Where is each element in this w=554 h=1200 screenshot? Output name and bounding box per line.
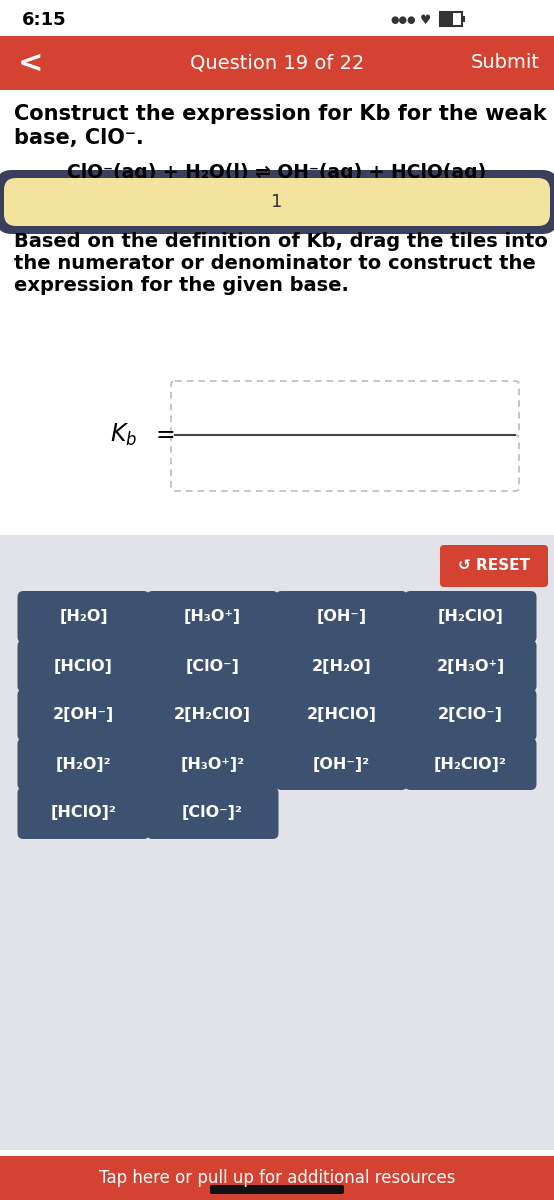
FancyBboxPatch shape bbox=[146, 787, 279, 839]
Text: [H₂ClO]: [H₂ClO] bbox=[438, 610, 504, 624]
FancyBboxPatch shape bbox=[440, 545, 548, 587]
FancyBboxPatch shape bbox=[146, 590, 279, 643]
Text: ClO⁻(aq) + H₂O(l) ⇌ OH⁻(aq) + HClO(aq): ClO⁻(aq) + H₂O(l) ⇌ OH⁻(aq) + HClO(aq) bbox=[68, 163, 486, 182]
Text: ♥: ♥ bbox=[420, 13, 431, 26]
FancyBboxPatch shape bbox=[275, 590, 408, 643]
Text: the numerator or denominator to construct the: the numerator or denominator to construc… bbox=[14, 254, 536, 272]
Text: [H₂ClO]²: [H₂ClO]² bbox=[434, 756, 507, 772]
FancyBboxPatch shape bbox=[146, 689, 279, 740]
Text: [H₂O]: [H₂O] bbox=[59, 610, 108, 624]
Text: 2[ClO⁻]: 2[ClO⁻] bbox=[438, 708, 503, 722]
Text: base, ClO⁻.: base, ClO⁻. bbox=[14, 128, 143, 148]
FancyBboxPatch shape bbox=[0, 36, 554, 90]
Text: [OH⁻]: [OH⁻] bbox=[316, 610, 367, 624]
FancyBboxPatch shape bbox=[210, 1186, 344, 1194]
FancyBboxPatch shape bbox=[171, 382, 519, 437]
FancyBboxPatch shape bbox=[18, 787, 150, 839]
FancyBboxPatch shape bbox=[18, 590, 150, 643]
Text: Based on the definition of Kb, drag the tiles into: Based on the definition of Kb, drag the … bbox=[14, 232, 548, 251]
FancyBboxPatch shape bbox=[171, 434, 519, 491]
FancyBboxPatch shape bbox=[4, 178, 550, 226]
Text: [OH⁻]²: [OH⁻]² bbox=[313, 756, 370, 772]
FancyBboxPatch shape bbox=[441, 13, 453, 25]
Text: [HClO]: [HClO] bbox=[54, 659, 113, 673]
FancyBboxPatch shape bbox=[0, 535, 554, 1150]
FancyBboxPatch shape bbox=[0, 170, 554, 234]
FancyBboxPatch shape bbox=[146, 738, 279, 790]
Text: [HClO]²: [HClO]² bbox=[50, 805, 116, 821]
Text: <: < bbox=[18, 48, 44, 78]
Text: 2[HClO]: 2[HClO] bbox=[306, 708, 377, 722]
FancyBboxPatch shape bbox=[404, 738, 536, 790]
Text: 2[H₂O]: 2[H₂O] bbox=[311, 659, 371, 673]
FancyBboxPatch shape bbox=[275, 738, 408, 790]
Text: [ClO⁻]²: [ClO⁻]² bbox=[182, 805, 243, 821]
FancyBboxPatch shape bbox=[18, 689, 150, 740]
Text: 2[OH⁻]: 2[OH⁻] bbox=[53, 708, 114, 722]
Text: [H₃O⁺]: [H₃O⁺] bbox=[184, 610, 241, 624]
Text: ●●●: ●●● bbox=[390, 14, 416, 25]
Text: Construct the expression for Kb for the weak: Construct the expression for Kb for the … bbox=[14, 104, 547, 124]
FancyBboxPatch shape bbox=[275, 640, 408, 692]
Text: [H₃O⁺]²: [H₃O⁺]² bbox=[181, 756, 244, 772]
FancyBboxPatch shape bbox=[0, 1156, 554, 1200]
Text: 2[H₂ClO]: 2[H₂ClO] bbox=[174, 708, 251, 722]
FancyBboxPatch shape bbox=[462, 16, 465, 22]
FancyBboxPatch shape bbox=[146, 640, 279, 692]
Text: ↺ RESET: ↺ RESET bbox=[458, 558, 530, 574]
Text: Tap here or pull up for additional resources: Tap here or pull up for additional resou… bbox=[99, 1169, 455, 1187]
FancyBboxPatch shape bbox=[404, 689, 536, 740]
FancyBboxPatch shape bbox=[18, 640, 150, 692]
Text: 1: 1 bbox=[271, 193, 283, 211]
FancyBboxPatch shape bbox=[18, 738, 150, 790]
Text: =: = bbox=[155, 422, 175, 446]
Text: $\mathit{K}_b$: $\mathit{K}_b$ bbox=[110, 422, 137, 448]
Text: Question 19 of 22: Question 19 of 22 bbox=[190, 54, 364, 72]
Text: 2[H₃O⁺]: 2[H₃O⁺] bbox=[437, 659, 505, 673]
Text: 6:15: 6:15 bbox=[22, 11, 66, 29]
FancyBboxPatch shape bbox=[275, 689, 408, 740]
Text: [ClO⁻]: [ClO⁻] bbox=[186, 659, 239, 673]
FancyBboxPatch shape bbox=[404, 640, 536, 692]
Text: [H₂O]²: [H₂O]² bbox=[56, 756, 111, 772]
Text: expression for the given base.: expression for the given base. bbox=[14, 276, 349, 295]
FancyBboxPatch shape bbox=[404, 590, 536, 643]
Text: Submit: Submit bbox=[471, 54, 540, 72]
